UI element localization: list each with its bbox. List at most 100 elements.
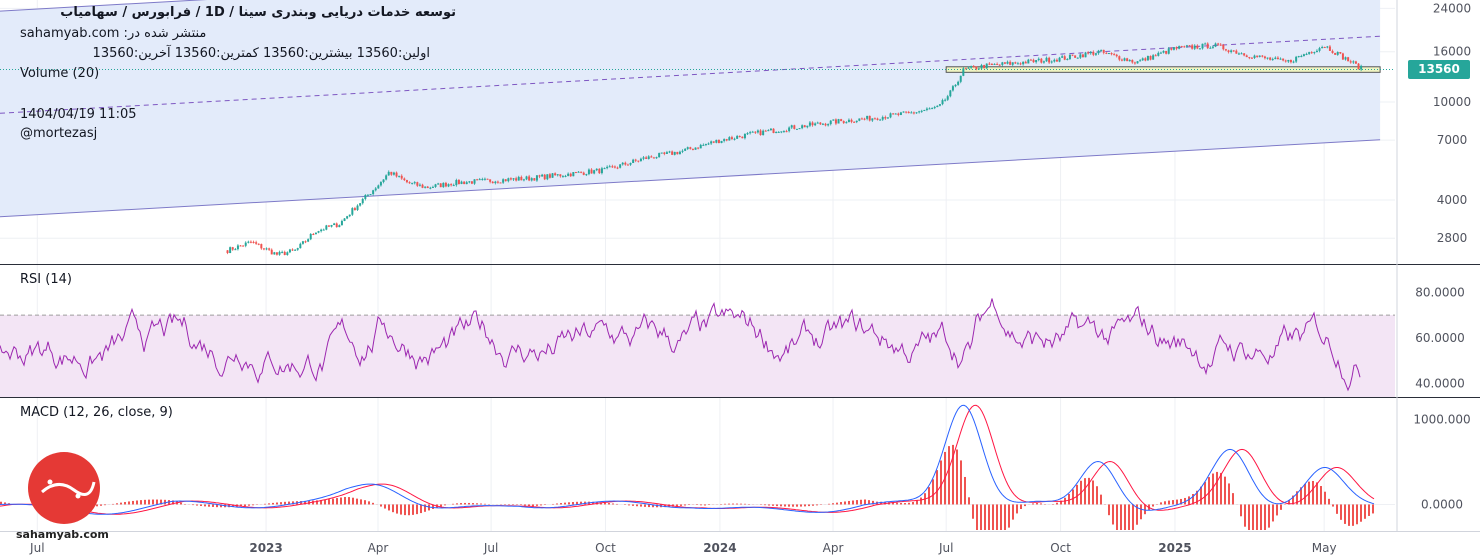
candle xyxy=(1248,57,1251,59)
macd-bar xyxy=(1056,502,1058,505)
candle xyxy=(681,150,684,152)
macd-bar xyxy=(1356,504,1358,525)
candle xyxy=(1232,50,1235,52)
candle xyxy=(938,104,941,106)
macd-bar xyxy=(1192,494,1194,505)
macd-bar xyxy=(996,504,998,530)
candle xyxy=(314,232,317,235)
candle xyxy=(1089,51,1092,54)
macd-bar xyxy=(644,504,646,507)
candle xyxy=(1263,56,1266,59)
macd-bar xyxy=(1344,504,1346,524)
candle xyxy=(837,119,840,124)
candle xyxy=(491,181,494,184)
macd-bar xyxy=(908,502,910,505)
macd-bar xyxy=(432,504,434,510)
macd-bar xyxy=(216,504,218,508)
macd-bar xyxy=(1128,504,1130,530)
candle xyxy=(403,178,406,181)
candle xyxy=(1113,54,1116,56)
macd-bar xyxy=(440,504,442,507)
candle xyxy=(858,118,861,121)
candle xyxy=(808,122,811,126)
candle xyxy=(1336,51,1339,55)
price-tick-label: 4000 xyxy=(1437,193,1468,207)
candle xyxy=(1123,58,1126,61)
candle xyxy=(1282,58,1285,61)
candle xyxy=(1258,55,1261,57)
candle xyxy=(1120,59,1123,61)
candle xyxy=(317,231,320,233)
candle xyxy=(582,172,585,175)
candle xyxy=(551,173,554,178)
candle xyxy=(905,111,908,113)
macd-bar xyxy=(4,502,6,505)
macd-bar xyxy=(412,504,414,515)
candle xyxy=(946,96,949,100)
macd-bar xyxy=(1320,486,1322,505)
candle xyxy=(764,130,767,132)
macd-bar xyxy=(528,504,530,507)
candle xyxy=(564,175,567,177)
candle xyxy=(749,132,752,134)
macd-bar xyxy=(424,504,426,512)
macd-bar xyxy=(1256,504,1258,530)
candle xyxy=(624,162,627,165)
macd-bar xyxy=(568,502,570,505)
macd-bar xyxy=(1228,483,1230,505)
candle xyxy=(460,181,463,184)
candle xyxy=(868,115,871,121)
candle xyxy=(1237,53,1240,55)
candle xyxy=(1328,46,1331,51)
macd-bar xyxy=(1076,484,1078,505)
candle xyxy=(1097,50,1100,54)
macd-line xyxy=(0,404,1375,515)
candle xyxy=(751,131,754,133)
macd-bar xyxy=(1100,494,1102,505)
macd-bar xyxy=(416,504,418,515)
candle xyxy=(842,121,845,123)
candle xyxy=(663,152,666,154)
candle xyxy=(793,125,796,129)
candle xyxy=(424,186,427,188)
candle xyxy=(385,175,388,180)
candle xyxy=(1185,45,1188,47)
macd-bar xyxy=(1276,504,1278,516)
candle xyxy=(247,241,250,243)
macd-bar xyxy=(632,504,634,506)
macd-bar xyxy=(744,503,746,505)
macd-bar xyxy=(708,504,710,506)
candle xyxy=(366,194,369,196)
candle xyxy=(754,131,757,133)
candle xyxy=(548,174,551,178)
candle xyxy=(1055,59,1058,62)
candle xyxy=(330,225,333,227)
macd-label[interactable]: MACD (12, 26, close, 9) xyxy=(20,405,173,420)
macd-bar xyxy=(572,502,574,505)
macd-bar xyxy=(316,500,318,505)
candle xyxy=(814,123,817,126)
macd-bar xyxy=(1352,504,1354,526)
macd-bar xyxy=(304,500,306,505)
macd-bar xyxy=(804,504,806,507)
macd-bar xyxy=(612,503,614,505)
rsi-label[interactable]: RSI (14) xyxy=(20,272,72,287)
candle xyxy=(262,248,265,250)
macd-bar xyxy=(1088,477,1090,505)
macd-bar xyxy=(456,503,458,505)
macd-bar xyxy=(1172,500,1174,505)
macd-bar xyxy=(1268,504,1270,528)
macd-bar xyxy=(1144,504,1146,515)
candle xyxy=(1165,50,1168,54)
candle xyxy=(1310,52,1313,54)
candle xyxy=(457,180,460,184)
candle xyxy=(1014,62,1017,64)
volume-label[interactable]: Volume (20) xyxy=(20,66,100,81)
macd-bar xyxy=(1212,473,1214,505)
candle xyxy=(684,148,687,151)
macd-bar xyxy=(1164,501,1166,505)
published-on: sahamyab.com :منتشر شده در xyxy=(20,26,207,41)
macd-bar xyxy=(872,500,874,505)
candle xyxy=(634,159,637,161)
